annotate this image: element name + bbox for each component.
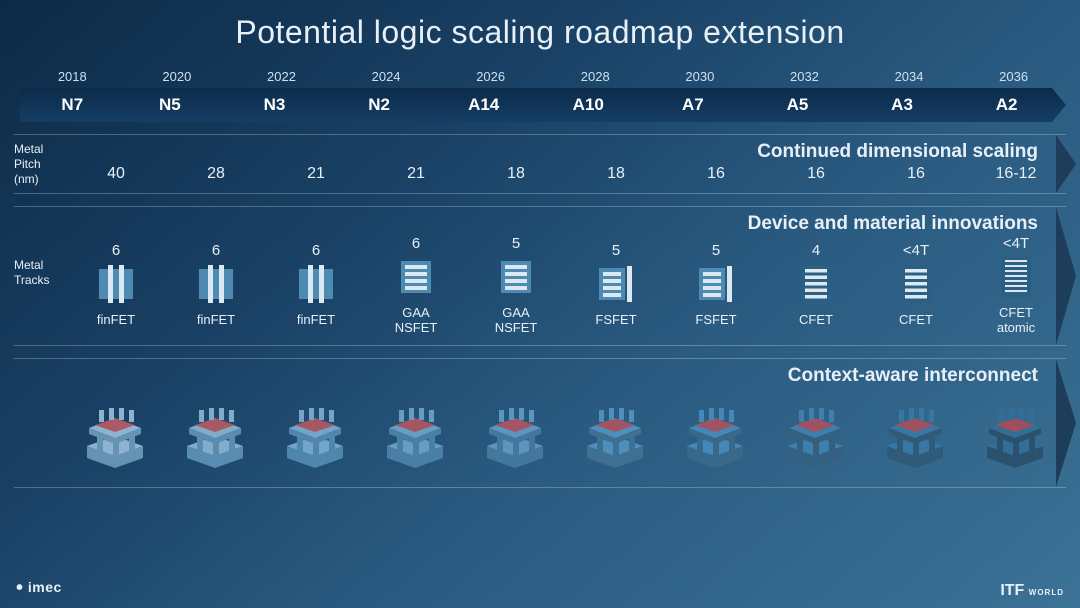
- pitch-value: 18: [566, 145, 666, 183]
- cfet-icon: [895, 263, 937, 309]
- row-metal-tracks: Metal Tracks 6 finFET6 finFET6 finFET6 G…: [14, 206, 1066, 346]
- brand-imec: • imec: [16, 577, 62, 600]
- pitch-value: 16: [666, 145, 766, 183]
- year-label: 2034: [857, 69, 962, 84]
- finfet-icon: [295, 263, 337, 309]
- fsfet-icon: [595, 263, 637, 309]
- track-item: 5 FSFET: [566, 218, 666, 328]
- timeline-chevrons: 2018 N72020 N52022 N32024 N22026 A142028…: [20, 69, 1066, 122]
- timeline-node: 2026 A14: [438, 69, 543, 122]
- row-metal-pitch: Metal Pitch (nm) 40282121181816161616-12…: [14, 134, 1066, 194]
- track-count: 6: [412, 235, 420, 252]
- node-chevron: N5: [111, 88, 230, 122]
- cfet-icon: [795, 263, 837, 309]
- pitch-value: 21: [366, 145, 466, 183]
- pitch-value: 18: [466, 145, 566, 183]
- interconnect-stack-icon: [666, 374, 766, 472]
- row-title-pitch: Continued dimensional scaling: [757, 141, 1038, 163]
- track-label: CFET: [899, 313, 933, 328]
- gaa-icon: [495, 256, 537, 302]
- track-label: finFET: [297, 313, 335, 328]
- track-count: 6: [212, 242, 220, 259]
- row-label-interconnect: [14, 359, 66, 487]
- timeline-node: 2024 N2: [334, 69, 439, 122]
- track-item: 6 finFET: [166, 218, 266, 328]
- cfet-atomic-icon: [995, 256, 1037, 302]
- brand-itf: ITF WORLD: [1000, 582, 1064, 600]
- timeline-node: 2020 N5: [125, 69, 230, 122]
- interconnect-stack-icon: [966, 374, 1066, 472]
- track-count: 5: [512, 235, 520, 252]
- fsfet-icon: [695, 263, 737, 309]
- pitch-value: 21: [266, 145, 366, 183]
- arrowhead-icon: [1052, 359, 1080, 487]
- row-title-interconnect: Context-aware interconnect: [788, 365, 1038, 387]
- timeline-node: 2034 A3: [857, 69, 962, 122]
- track-count: <4T: [903, 242, 929, 259]
- timeline-node: 2018 N7: [20, 69, 125, 122]
- interconnect-stack-icon: [766, 374, 866, 472]
- timeline-node: 2028 A10: [543, 69, 648, 122]
- node-chevron: A7: [634, 88, 753, 122]
- year-label: 2036: [961, 69, 1066, 84]
- year-label: 2018: [20, 69, 125, 84]
- track-label: FSFET: [595, 313, 636, 328]
- timeline-node: 2032 A5: [752, 69, 857, 122]
- interconnect-stack-icon: [466, 374, 566, 472]
- track-label: GAANSFET: [495, 306, 538, 336]
- row-title-tracks: Device and material innovations: [748, 213, 1038, 235]
- arrowhead-icon: [1052, 207, 1080, 345]
- node-chevron: N7: [20, 88, 125, 122]
- track-count: 5: [612, 242, 620, 259]
- node-chevron: A5: [738, 88, 857, 122]
- year-label: 2024: [334, 69, 439, 84]
- track-count: 6: [112, 242, 120, 259]
- timeline-node: 2036 A2: [961, 69, 1066, 122]
- interconnect-stack-icon: [566, 374, 666, 472]
- track-label: CFETatomic: [997, 306, 1035, 336]
- year-label: 2030: [648, 69, 753, 84]
- track-label: CFET: [799, 313, 833, 328]
- node-chevron: A2: [947, 88, 1066, 122]
- track-label: GAANSFET: [395, 306, 438, 336]
- track-count: 6: [312, 242, 320, 259]
- node-chevron: N3: [215, 88, 334, 122]
- track-count: 4: [812, 242, 820, 259]
- interconnect-stack-icon: [366, 374, 466, 472]
- arrowhead-icon: [1052, 135, 1080, 193]
- pitch-value: 28: [166, 145, 266, 183]
- year-label: 2032: [752, 69, 857, 84]
- year-label: 2028: [543, 69, 648, 84]
- finfet-icon: [195, 263, 237, 309]
- row-interconnect: Context-aware interconnect: [14, 358, 1066, 488]
- finfet-icon: [95, 263, 137, 309]
- track-item: 5 GAANSFET: [466, 211, 566, 336]
- gaa-icon: [395, 256, 437, 302]
- track-item: 6 finFET: [266, 218, 366, 328]
- row-label-pitch: Metal Pitch (nm): [14, 135, 66, 193]
- track-item: 6 finFET: [66, 218, 166, 328]
- node-chevron: N2: [320, 88, 439, 122]
- node-chevron: A14: [424, 88, 543, 122]
- track-label: finFET: [197, 313, 235, 328]
- timeline-node: 2022 N3: [229, 69, 334, 122]
- interconnect-stack-icon: [266, 374, 366, 472]
- track-label: FSFET: [695, 313, 736, 328]
- interconnect-stack-icon: [866, 374, 966, 472]
- interconnect-stack-icon: [66, 374, 166, 472]
- slide-title: Potential logic scaling roadmap extensio…: [0, 0, 1080, 51]
- track-item: 6 GAANSFET: [366, 211, 466, 336]
- timeline-node: 2030 A7: [648, 69, 753, 122]
- pitch-value: 40: [66, 145, 166, 183]
- year-label: 2022: [229, 69, 334, 84]
- track-count: <4T: [1003, 235, 1029, 252]
- track-count: 5: [712, 242, 720, 259]
- interconnect-stack-icon: [166, 374, 266, 472]
- year-label: 2026: [438, 69, 543, 84]
- node-chevron: A3: [843, 88, 962, 122]
- node-chevron: A10: [529, 88, 648, 122]
- year-label: 2020: [125, 69, 230, 84]
- track-label: finFET: [97, 313, 135, 328]
- row-label-tracks: Metal Tracks: [14, 207, 66, 339]
